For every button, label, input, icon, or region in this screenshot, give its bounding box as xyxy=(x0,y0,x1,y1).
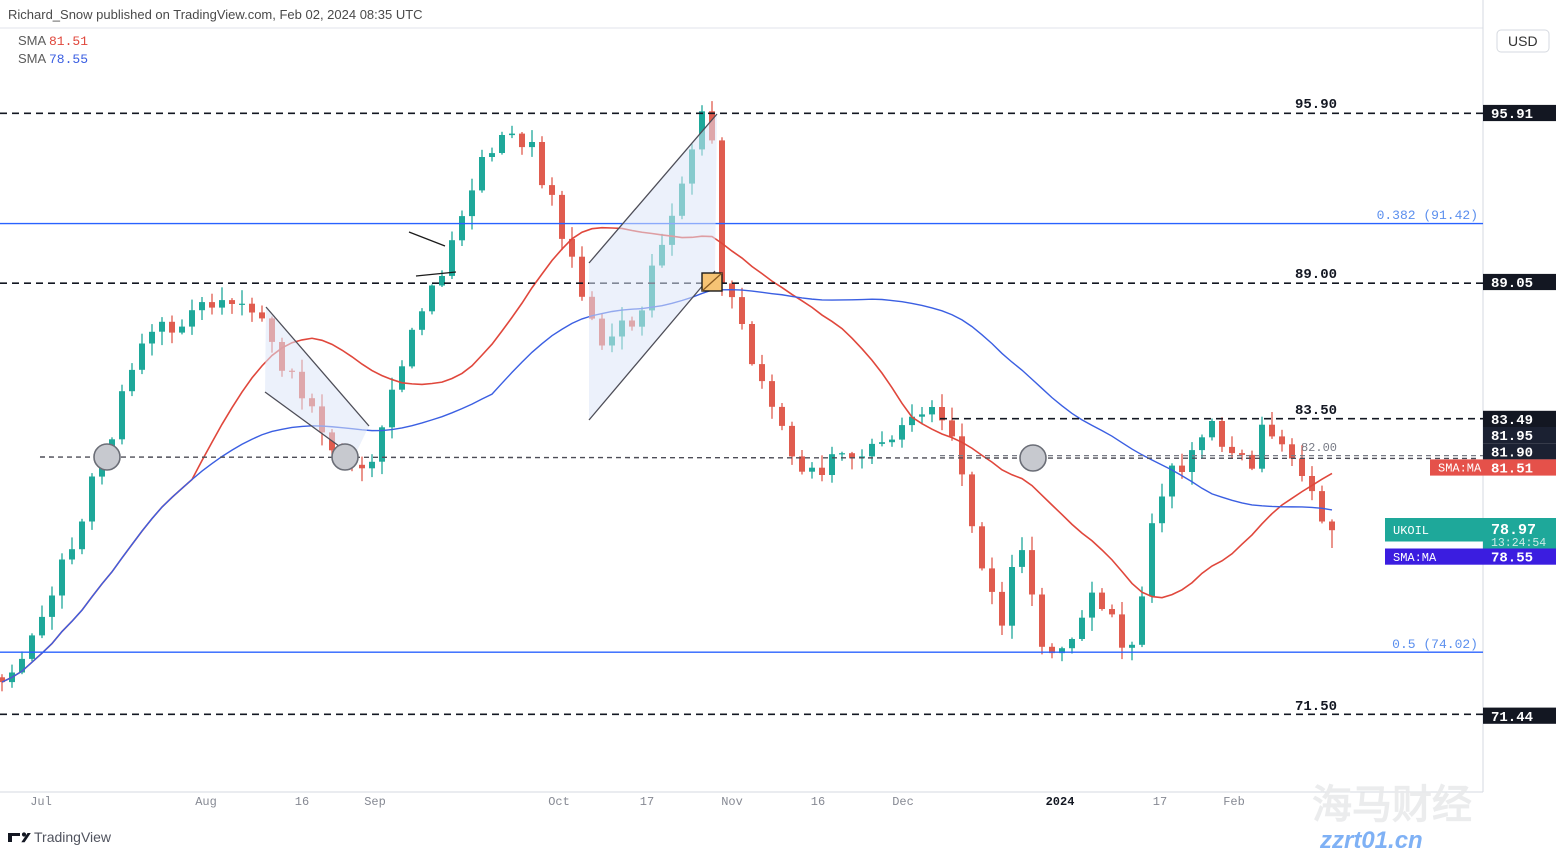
svg-text:71.44: 71.44 xyxy=(1491,710,1533,726)
svg-text:17: 17 xyxy=(640,795,654,809)
svg-text:UKOIL: UKOIL xyxy=(1393,524,1429,538)
svg-text:Dec: Dec xyxy=(892,795,914,809)
svg-text:16: 16 xyxy=(295,795,309,809)
svg-text:TradingView: TradingView xyxy=(34,829,112,845)
svg-text:83.49: 83.49 xyxy=(1491,413,1533,429)
svg-text:Sep: Sep xyxy=(364,795,386,809)
svg-text:SMA: SMA xyxy=(18,33,47,48)
svg-text:89.00: 89.00 xyxy=(1295,267,1337,283)
svg-text:Feb: Feb xyxy=(1223,795,1245,809)
svg-text:78.55: 78.55 xyxy=(49,52,88,67)
svg-text:SMA:MA: SMA:MA xyxy=(1393,551,1437,565)
svg-text:Jul: Jul xyxy=(30,795,52,809)
svg-text:16: 16 xyxy=(811,795,825,809)
svg-text:82.00: 82.00 xyxy=(1301,441,1337,455)
svg-text:USD: USD xyxy=(1508,33,1538,49)
svg-text:SMA: SMA xyxy=(18,51,47,66)
svg-text:13:24:54: 13:24:54 xyxy=(1491,537,1546,550)
svg-text:89.05: 89.05 xyxy=(1491,276,1533,292)
svg-text:81.51: 81.51 xyxy=(49,34,88,49)
svg-text:95.90: 95.90 xyxy=(1295,97,1337,113)
svg-text:海马财经: 海马财经 xyxy=(1312,783,1472,827)
svg-text:Richard_Snow published on Trad: Richard_Snow published on TradingView.co… xyxy=(8,7,423,22)
svg-text:2024: 2024 xyxy=(1046,795,1075,809)
svg-text:0.5 (74.02): 0.5 (74.02) xyxy=(1392,637,1478,652)
svg-text:83.50: 83.50 xyxy=(1295,403,1337,419)
svg-text:17: 17 xyxy=(1153,795,1167,809)
svg-text:71.50: 71.50 xyxy=(1295,699,1337,715)
svg-text:Aug: Aug xyxy=(195,795,217,809)
svg-text:Nov: Nov xyxy=(721,795,743,809)
svg-text:95.91: 95.91 xyxy=(1491,107,1533,123)
svg-text:78.55: 78.55 xyxy=(1491,551,1533,567)
svg-text:81.51: 81.51 xyxy=(1491,462,1533,478)
svg-text:SMA:MA: SMA:MA xyxy=(1438,462,1482,476)
svg-text:zzrt01.cn: zzrt01.cn xyxy=(1319,827,1423,854)
svg-text:Oct: Oct xyxy=(548,795,570,809)
svg-text:0.382 (91.42): 0.382 (91.42) xyxy=(1377,208,1478,223)
svg-text:81.90: 81.90 xyxy=(1491,445,1533,461)
svg-text:81.95: 81.95 xyxy=(1491,429,1533,445)
